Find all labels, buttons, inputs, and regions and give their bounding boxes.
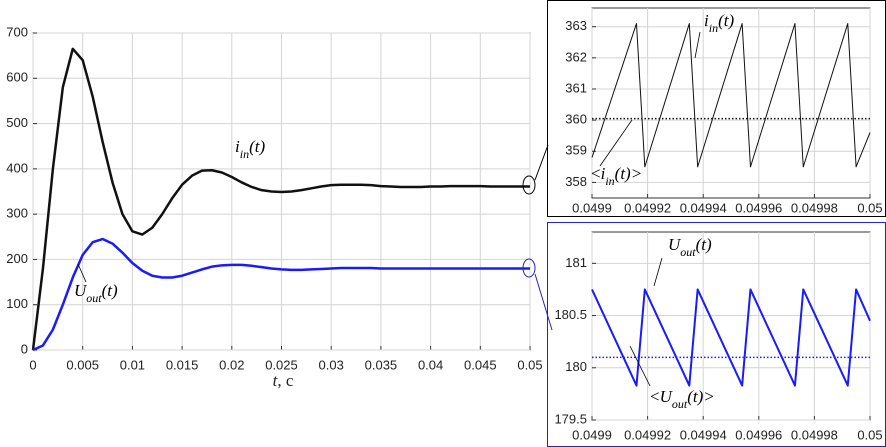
ann-tail: (t) [102, 281, 118, 300]
x-tick-label: 0 [29, 357, 36, 372]
x-tick-label: 0.04994 [680, 200, 727, 215]
y-tick-label: 200 [6, 251, 28, 266]
ann-main: i [601, 164, 606, 183]
series-line [32, 237, 530, 352]
x-tick-label: 0.02 [219, 357, 244, 372]
x-tick-label: 0.035 [365, 357, 398, 372]
x-tick-label: 0.0499 [572, 200, 612, 215]
x-tick-label: 0.04992 [624, 427, 671, 442]
x-tick-label: 0.04996 [735, 427, 782, 442]
x-tick-label: 0.04996 [735, 200, 782, 215]
ann-tail: (t) [696, 235, 712, 254]
x-axis-label: t, c [273, 371, 294, 390]
annotation: Uout(t) [668, 235, 712, 259]
x-tick-label: 0.01 [120, 357, 145, 372]
ann-tail: (t)> [615, 164, 643, 183]
annotation-pointer [629, 345, 651, 387]
x-tick-label: 0.025 [265, 357, 298, 372]
ann-sub: in [709, 21, 718, 35]
annotation: iin(t) [704, 11, 734, 35]
annotation: iin(t) [235, 137, 265, 161]
ann-main: U [668, 235, 682, 254]
y-tick-label: 300 [6, 206, 28, 221]
annotation-pointer [599, 119, 633, 167]
x-tick-label: 0.04994 [680, 427, 727, 442]
x-tick-label: 0.04998 [791, 427, 838, 442]
x-tick-label: 0.05 [517, 357, 542, 372]
ann-head: < [650, 387, 660, 406]
ann-main: i [704, 11, 709, 30]
y-tick-label: 360 [565, 112, 587, 127]
y-tick-label: 100 [6, 296, 28, 311]
annotation: <iin(t)> [591, 164, 642, 188]
y-tick-label: 361 [565, 80, 587, 95]
y-tick-label: 363 [565, 18, 587, 33]
ann-sub: in [240, 147, 249, 161]
y-tick-label: 362 [565, 49, 587, 64]
series-line [591, 288, 871, 387]
x-tick-label: 0.0499 [572, 427, 612, 442]
y-tick-label: 179.5 [554, 411, 587, 426]
y-tick-label: 400 [6, 160, 28, 175]
annotation-pointer [77, 263, 87, 283]
y-tick-label: 181 [565, 255, 587, 270]
ann-tail: (t)> [687, 387, 715, 406]
ann-main: i [235, 137, 240, 156]
ann-tail: (t) [718, 11, 734, 30]
x-tick-label: 0.015 [166, 357, 199, 372]
x-tick-label: 0.04998 [791, 200, 838, 215]
y-tick-label: 600 [6, 70, 28, 85]
ann-sub: in [605, 174, 614, 188]
x-tick-label: 0.04 [418, 357, 443, 372]
x-tick-label: 0.03 [319, 357, 344, 372]
x-tick-label: 0.04992 [624, 200, 671, 215]
ann-main: U [74, 281, 88, 300]
y-tick-label: 700 [6, 24, 28, 39]
x-tick-label: 0.05 [857, 200, 882, 215]
ann-main: U [660, 387, 674, 406]
annotation-pointer [653, 257, 663, 287]
y-tick-label: 0 [21, 341, 28, 356]
x-tick-label: 0.005 [66, 357, 99, 372]
x-axis-label-unit: , c [277, 371, 294, 390]
ann-sub: out [680, 245, 696, 259]
annotation-pointer [694, 31, 701, 59]
ann-sub: out [672, 397, 688, 411]
ann-sub: out [86, 291, 102, 305]
series-line [591, 23, 871, 168]
zoom-marker [522, 258, 536, 278]
annotation: <Uout(t)> [650, 387, 715, 411]
x-axis-label-var: t [273, 371, 279, 390]
zoom-connector [534, 144, 549, 181]
x-tick-label: 0.045 [464, 357, 497, 372]
series-line [31, 47, 530, 351]
y-tick-label: 358 [565, 174, 587, 189]
y-tick-label: 180 [565, 359, 587, 374]
zoom-marker [522, 175, 536, 195]
ann-tail: (t) [249, 137, 265, 156]
y-tick-label: 500 [6, 115, 28, 130]
zoom-connector [534, 273, 553, 331]
plot-area [591, 231, 871, 421]
ann-head: < [591, 164, 601, 183]
y-tick-label: 180.5 [554, 307, 587, 322]
x-tick-label: 0.05 [857, 427, 882, 442]
annotation: Uout(t) [74, 281, 118, 305]
y-tick-label: 359 [565, 143, 587, 158]
